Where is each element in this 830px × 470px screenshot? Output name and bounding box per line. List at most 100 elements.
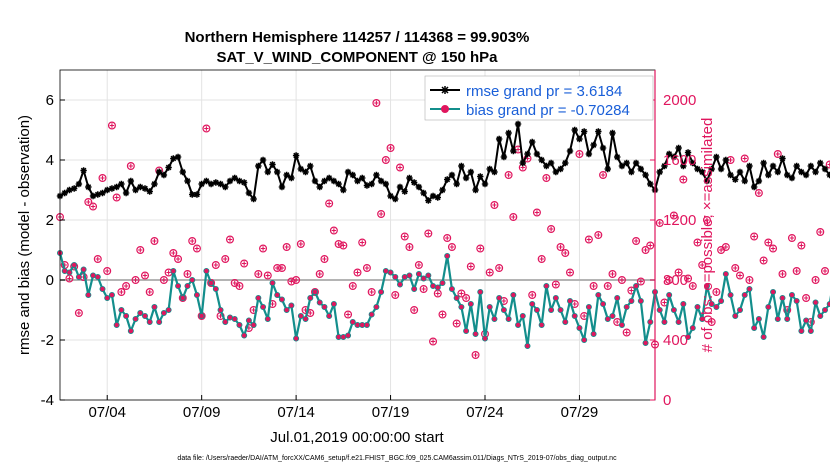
obs-assimilated-cross — [185, 271, 190, 277]
obs-possible-point — [735, 271, 745, 280]
rmse-point — [89, 192, 97, 200]
obs-possible-ring — [424, 229, 433, 238]
obs-assimilated-cross — [152, 238, 157, 244]
obs-possible-ring — [221, 254, 230, 264]
rmse-point — [311, 177, 319, 185]
obs-assimilated-cross — [553, 282, 559, 287]
rmse-point — [297, 165, 305, 173]
obs-assimilated-cross — [435, 291, 440, 296]
rmse-point — [170, 155, 177, 162]
rmse-point — [689, 159, 696, 167]
obs-possible-ring — [211, 260, 220, 270]
obs-possible-point — [89, 202, 98, 211]
obs-possible-point — [665, 275, 674, 285]
bias-point — [274, 291, 281, 298]
rmse-point — [477, 173, 484, 180]
rmse-point — [377, 177, 385, 185]
obs-possible-ring — [126, 161, 135, 171]
rmse-point — [340, 186, 347, 194]
rmse-point — [566, 147, 574, 155]
obs-possible-ring — [320, 254, 329, 264]
rmse-point — [481, 180, 489, 188]
rmse-point — [387, 192, 394, 200]
bias-point — [779, 294, 786, 301]
bias-point — [737, 306, 744, 313]
x-tick-label: 07/19 — [372, 404, 410, 421]
bias-point — [722, 270, 729, 277]
obs-possible-ring — [674, 268, 683, 277]
obs-possible-point — [816, 227, 825, 237]
rmse-point — [609, 129, 616, 137]
obs-possible-point — [740, 154, 749, 163]
obs-possible-ring — [740, 154, 749, 163]
obs-possible-ring — [240, 259, 249, 268]
obs-possible-ring — [707, 317, 716, 327]
obs-possible-ring — [410, 305, 419, 315]
rmse-point — [94, 191, 101, 198]
obs-possible-ring — [816, 227, 825, 237]
obs-assimilated-cross — [421, 286, 426, 292]
bias-point — [477, 288, 484, 295]
obs-assimilated-cross — [548, 226, 554, 232]
obs-possible-ring — [405, 242, 414, 252]
bias-point — [661, 318, 668, 325]
rmse-point — [760, 159, 767, 167]
obs-possible-ring — [457, 289, 466, 298]
rmse-point — [618, 162, 626, 170]
obs-assimilated-cross — [374, 100, 379, 106]
rmse-point — [316, 183, 323, 191]
rmse-point — [184, 177, 191, 185]
obs-possible-point — [107, 121, 116, 130]
bias-point — [803, 317, 810, 324]
obs-possible-ring — [698, 260, 707, 270]
obs-possible-ring — [188, 236, 197, 246]
obs-possible-ring — [599, 170, 608, 180]
rmse-point — [321, 177, 328, 185]
obs-possible-ring — [471, 350, 480, 360]
y-right-tick-label: 2000 — [663, 92, 696, 109]
bias-point — [184, 282, 191, 289]
obs-possible-point — [277, 263, 286, 273]
obs-possible-ring — [150, 236, 159, 246]
bias-point — [510, 291, 517, 298]
obs-assimilated-cross — [284, 244, 289, 250]
obs-possible-point — [787, 233, 796, 243]
obs-assimilated-cross — [657, 220, 662, 226]
bias-point — [137, 309, 144, 316]
obs-assimilated-cross — [355, 270, 360, 275]
bias-point — [647, 318, 654, 325]
rmse-point — [647, 180, 654, 188]
x-tick-label: 07/29 — [561, 404, 599, 421]
obs-assimilated-cross — [142, 273, 148, 278]
rmse-point — [793, 162, 800, 170]
obs-possible-point — [764, 238, 773, 247]
bias-point — [264, 315, 271, 322]
rmse-point — [684, 149, 692, 156]
obs-possible-ring — [797, 241, 806, 250]
obs-assimilated-cross — [109, 123, 115, 128]
obs-possible-point — [348, 281, 357, 291]
obs-assimilated-cross — [416, 262, 422, 268]
obs-assimilated-cross — [445, 235, 450, 241]
obs-assimilated-cross — [624, 330, 629, 335]
obs-possible-ring — [636, 277, 645, 286]
obs-assimilated-cross — [454, 321, 459, 326]
obs-possible-ring — [192, 244, 201, 253]
obs-possible-ring — [282, 242, 291, 252]
rmse-point — [784, 171, 791, 179]
y-right-tick-label: 1200 — [663, 212, 696, 229]
obs-assimilated-cross — [468, 264, 474, 269]
obs-possible-point — [632, 236, 641, 246]
obs-assimilated-cross — [492, 202, 497, 208]
obs-possible-ring — [528, 290, 537, 300]
obs-possible-point — [452, 319, 461, 328]
obs-possible-ring — [391, 290, 400, 300]
obs-possible-point — [136, 245, 145, 255]
obs-possible-ring — [400, 232, 409, 241]
bias-point — [302, 315, 309, 322]
obs-possible-ring — [603, 281, 612, 291]
plot-area — [60, 70, 655, 400]
obs-assimilated-cross — [114, 195, 119, 200]
obs-possible-point — [221, 254, 230, 264]
obs-possible-ring — [287, 277, 296, 286]
